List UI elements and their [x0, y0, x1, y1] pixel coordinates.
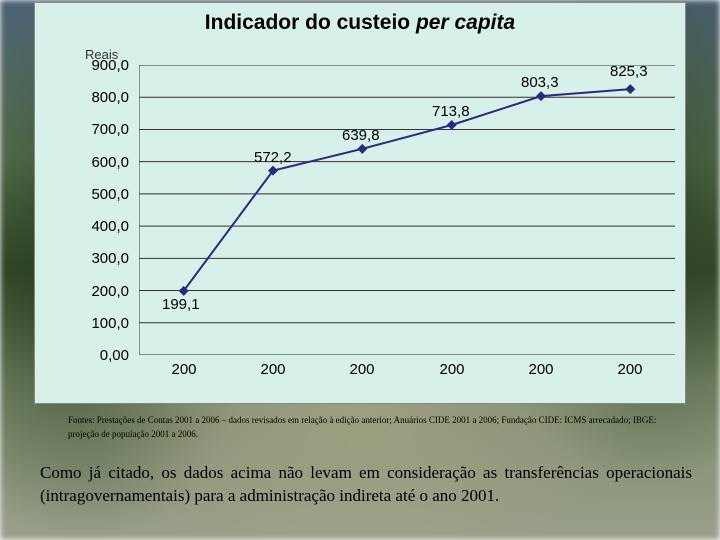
data-label: 639,8	[342, 127, 380, 144]
xtick: 200	[600, 361, 660, 378]
ytick: 500,0	[69, 186, 129, 203]
body-paragraph: Como já citado, os dados acima não levam…	[40, 462, 692, 508]
data-label: 825,3	[610, 63, 648, 80]
data-label: 803,3	[521, 74, 559, 91]
chart-panel: Indicador do custeio per capita Reais	[34, 2, 686, 404]
sources-text: Fontes: Prestações de Contas 2001 a 2006…	[68, 414, 668, 441]
ytick: 300,0	[69, 250, 129, 267]
plot-area	[139, 65, 675, 355]
chart-title: Indicador do custeio per capita	[35, 11, 685, 35]
xtick: 200	[422, 361, 482, 378]
gridlines	[139, 65, 675, 355]
xtick: 200	[243, 361, 303, 378]
markers	[179, 84, 636, 296]
data-label: 713,8	[432, 103, 470, 120]
ytick: 400,0	[69, 218, 129, 235]
xtick: 200	[332, 361, 392, 378]
ytick: 100,0	[69, 315, 129, 332]
ytick: 200,0	[69, 283, 129, 300]
title-italic: per capita	[416, 11, 515, 34]
ytick: 700,0	[69, 121, 129, 138]
title-plain: Indicador do custeio	[205, 11, 416, 34]
data-line	[184, 89, 631, 291]
ytick: 800,0	[69, 89, 129, 106]
xtick: 200	[511, 361, 571, 378]
data-label: 199,1	[162, 296, 200, 313]
ytick: 600,0	[69, 154, 129, 171]
xtick: 200	[154, 361, 214, 378]
ytick: 0,00	[69, 347, 129, 364]
ytick: 900,0	[69, 57, 129, 74]
data-label: 572,2	[254, 149, 292, 166]
